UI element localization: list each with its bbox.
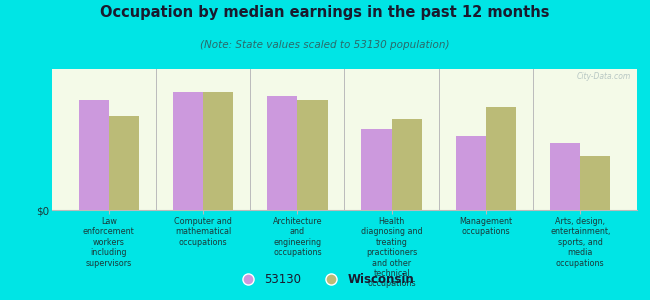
Bar [79, 100, 109, 210]
Legend: 53130, Wisconsin: 53130, Wisconsin [231, 269, 419, 291]
Bar [361, 129, 392, 210]
Text: Occupation by median earnings in the past 12 months: Occupation by median earnings in the pas… [100, 4, 550, 20]
Bar [580, 156, 610, 210]
Bar [486, 106, 516, 210]
Bar [267, 96, 297, 210]
Bar [173, 92, 203, 210]
Bar [456, 136, 486, 210]
Bar [297, 100, 328, 210]
Bar [109, 116, 139, 210]
Bar [392, 119, 422, 210]
Bar [203, 92, 233, 210]
Bar [550, 143, 580, 210]
Text: (Note: State values scaled to 53130 population): (Note: State values scaled to 53130 popu… [200, 40, 450, 50]
Text: City-Data.com: City-Data.com [577, 72, 631, 81]
